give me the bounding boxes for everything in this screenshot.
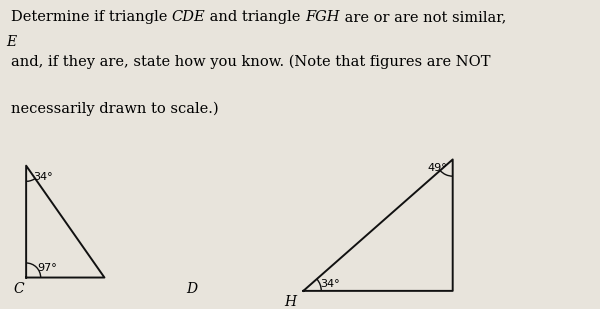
Text: E: E (6, 35, 16, 49)
Text: FGH: FGH (305, 10, 340, 24)
Text: Determine if triangle: Determine if triangle (11, 10, 172, 24)
Text: 34°: 34° (320, 279, 340, 289)
Text: and, if they are, state how you know. (Note that figures are NOT: and, if they are, state how you know. (N… (11, 54, 490, 69)
Text: necessarily drawn to scale.): necessarily drawn to scale.) (11, 101, 218, 116)
Text: 97°: 97° (37, 263, 57, 273)
Text: H: H (284, 295, 296, 309)
Text: CDE: CDE (172, 10, 205, 24)
Text: C: C (13, 282, 23, 296)
Text: and triangle: and triangle (205, 10, 305, 24)
Text: 49°: 49° (428, 163, 448, 173)
Text: 34°: 34° (33, 172, 52, 182)
Text: D: D (186, 282, 197, 296)
Text: are or are not similar,: are or are not similar, (340, 10, 506, 24)
